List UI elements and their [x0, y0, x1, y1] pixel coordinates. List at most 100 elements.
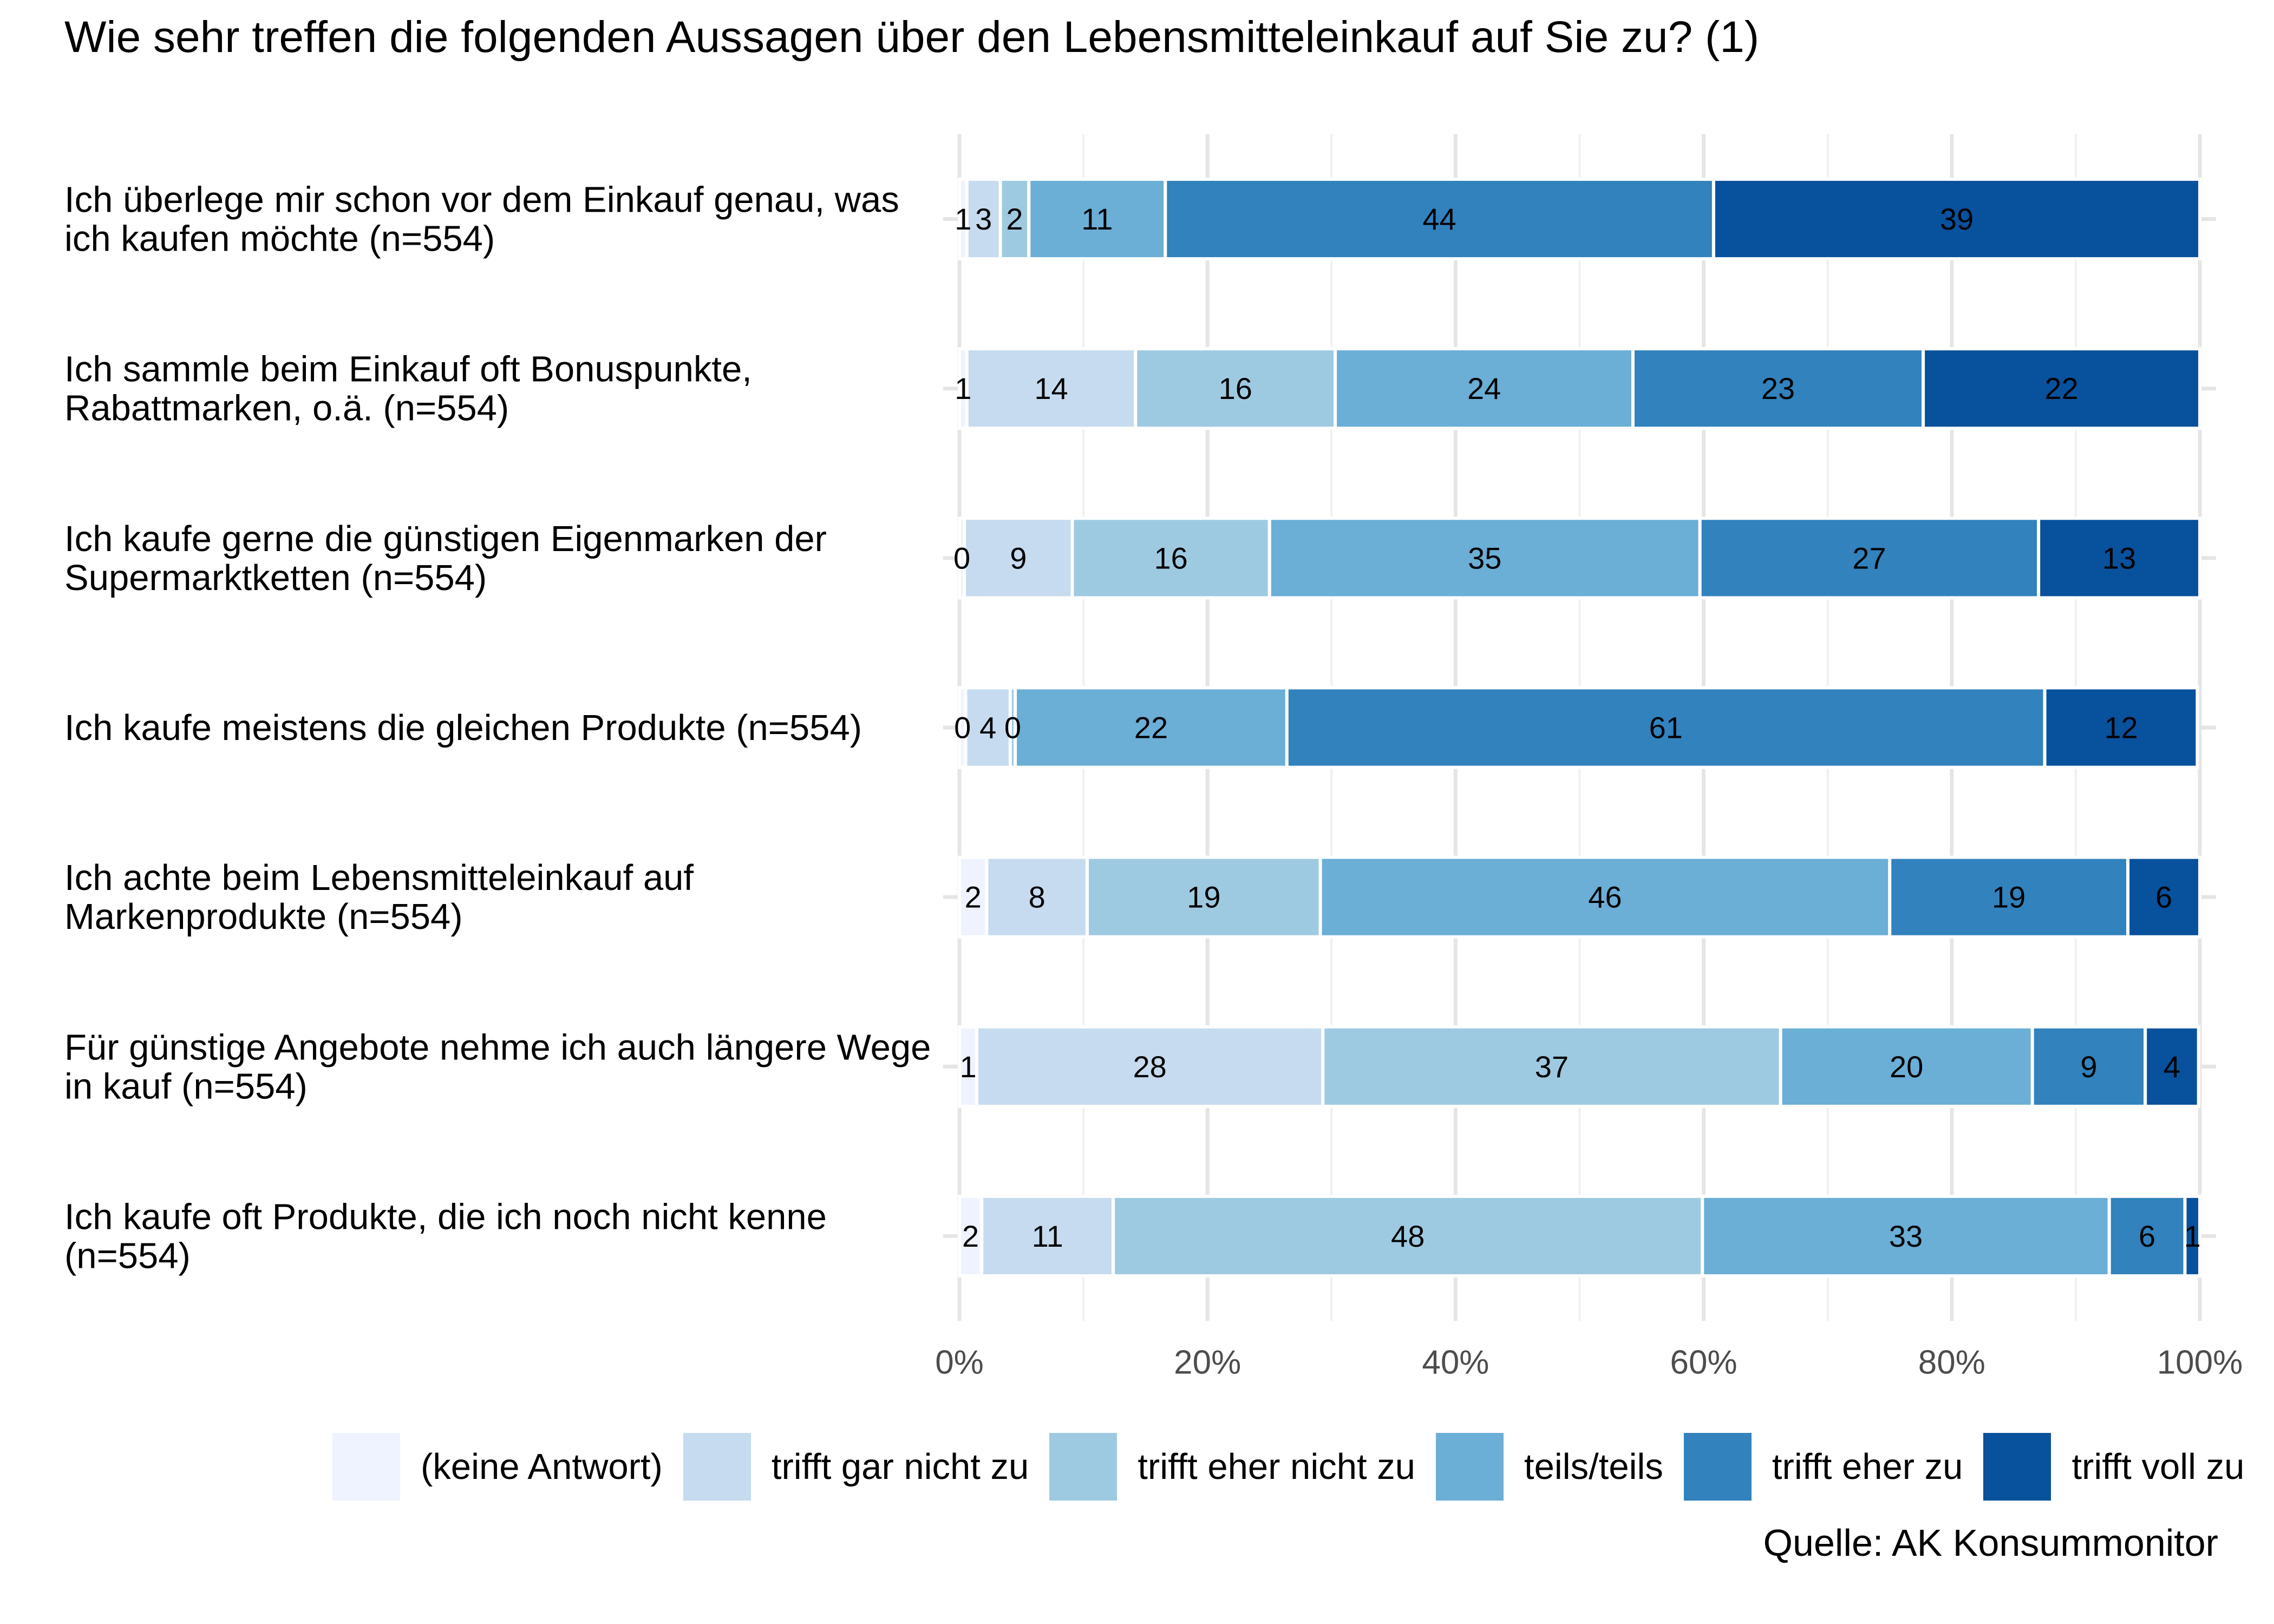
legend-label: trifft eher zu	[1772, 1446, 1963, 1487]
data-label: 16	[1219, 371, 1252, 405]
legend-label: trifft voll zu	[2072, 1446, 2245, 1487]
data-label: 8	[1029, 880, 1045, 914]
legend-item: trifft eher nicht zu	[1049, 1433, 1415, 1501]
bar-segment	[964, 686, 1012, 769]
legend-swatch	[1435, 1433, 1504, 1501]
bar-segment	[1318, 855, 1892, 939]
bar-segment	[998, 178, 1031, 261]
category-label: Ich sammle beim Einkauf oft Bonuspunkte,…	[64, 349, 752, 428]
data-label: 2	[962, 1219, 979, 1253]
x-tick-label: 100%	[2157, 1344, 2243, 1381]
data-label: 6	[2139, 1219, 2155, 1253]
bar-segment	[2037, 516, 2201, 600]
data-label: 35	[1468, 541, 1501, 575]
data-label: 2	[965, 880, 982, 914]
legend-swatch	[332, 1433, 400, 1501]
data-label: 14	[1034, 371, 1068, 405]
data-label: 46	[1588, 880, 1622, 914]
category-label: Ich überlege mir schon vor dem Einkauf g…	[64, 179, 899, 259]
legend-label: teils/teils	[1524, 1446, 1663, 1487]
category-label: Ich kaufe oft Produkte, die ich noch nic…	[64, 1196, 827, 1276]
bar-segment	[1014, 686, 1289, 769]
data-label: 0	[953, 541, 970, 575]
data-label: 11	[1032, 1219, 1063, 1253]
x-tick-label: 80%	[1918, 1344, 1985, 1381]
category-label: Für günstige Angebote nehme ich auch län…	[64, 1027, 931, 1106]
data-label: 12	[2104, 711, 2138, 745]
data-label: 33	[1889, 1219, 1923, 1253]
legend-swatch	[1983, 1433, 2051, 1501]
x-tick-label: 60%	[1670, 1344, 1737, 1381]
bar-segment	[1698, 516, 2041, 600]
bar-segment	[1285, 686, 2047, 769]
data-label: 9	[1010, 541, 1027, 575]
bar-segment	[2144, 1025, 2200, 1108]
bar-segment	[1334, 347, 1635, 430]
bar-segment	[2126, 855, 2202, 939]
legend-label: (keine Antwort)	[421, 1446, 663, 1487]
data-labels: 1 3 2 11 44 391 14 16 24 23 220 9 16 35 27 130 4 0 22 61 122…	[953, 202, 2201, 1253]
source-note: Quelle: AK Konsummonitor	[1763, 1522, 2218, 1564]
data-label: 22	[1134, 711, 1168, 745]
category-label: Ich kaufe gerne die günstigen Eigenmarke…	[64, 518, 827, 598]
category-labels: Ich überlege mir schon vor dem Einkauf g…	[64, 179, 931, 1276]
bar-segment	[963, 516, 1074, 600]
bar-segment	[1134, 347, 1337, 430]
legend-swatch	[683, 1433, 751, 1501]
chart-title: Wie sehr treffen die folgenden Aussagen …	[64, 12, 1760, 62]
data-label: 0	[1004, 711, 1021, 745]
bar-segment	[958, 1194, 984, 1278]
data-label: 3	[975, 202, 992, 236]
bar-segment	[1779, 1025, 2034, 1108]
bar-segment	[2183, 1194, 2202, 1278]
bar-segment	[1922, 347, 2201, 430]
data-label: 19	[1992, 880, 2025, 914]
data-label: 1	[955, 202, 971, 236]
data-label: 2	[1006, 202, 1023, 236]
bar-segment	[1085, 855, 1322, 939]
bar-segment	[2030, 1025, 2147, 1108]
data-label: 1	[2184, 1219, 2201, 1253]
legend-item: trifft gar nicht zu	[683, 1433, 1029, 1501]
bar-segments	[958, 178, 2202, 1278]
bar-segment	[1070, 516, 1271, 600]
legend-item: trifft eher zu	[1683, 1433, 1963, 1501]
bar-segment	[2043, 686, 2199, 769]
legend-swatch	[1049, 1433, 1118, 1501]
legend-label: trifft gar nicht zu	[771, 1446, 1029, 1487]
data-label: 39	[1940, 202, 1974, 236]
data-label: 20	[1890, 1050, 1923, 1084]
x-tick-label: 40%	[1422, 1344, 1489, 1381]
bar-segment	[1027, 178, 1167, 261]
bar-segment	[1631, 347, 1925, 430]
x-axis-ticks: 0% 20% 40% 60% 80% 100%	[935, 1344, 2243, 1381]
bar-segment	[965, 178, 1002, 261]
bar-segment	[975, 1025, 1325, 1108]
data-label: 4	[979, 711, 996, 745]
data-label: 1	[955, 371, 971, 405]
data-label: 1	[959, 1050, 976, 1084]
data-label: 16	[1154, 541, 1187, 575]
bar-segment	[2107, 1194, 2187, 1278]
data-label: 19	[1187, 880, 1220, 914]
data-label: 37	[1535, 1050, 1569, 1084]
category-label: Ich kaufe meistens die gleichen Produkte…	[64, 708, 862, 748]
data-label: 28	[1133, 1050, 1167, 1084]
bar-segment	[1164, 178, 1715, 261]
x-tick-label: 20%	[1174, 1344, 1241, 1381]
x-tick-label: 0%	[935, 1344, 984, 1381]
legend-label: trifft eher nicht zu	[1138, 1446, 1415, 1487]
data-label: 9	[2080, 1050, 2097, 1084]
bar-segment	[1112, 1194, 1704, 1278]
data-label: 13	[2102, 541, 2136, 575]
data-label: 23	[1761, 371, 1795, 405]
legend-item: trifft voll zu	[1983, 1433, 2244, 1501]
legend-swatch	[1683, 1433, 1752, 1501]
bar-segment	[985, 855, 1089, 939]
data-label: 11	[1081, 202, 1113, 236]
data-label: 4	[2164, 1050, 2180, 1084]
data-label: 48	[1391, 1219, 1424, 1253]
legend: (keine Antwort) trifft gar nicht zu trifft…	[332, 1433, 2265, 1501]
bar-segment	[1888, 855, 2130, 939]
